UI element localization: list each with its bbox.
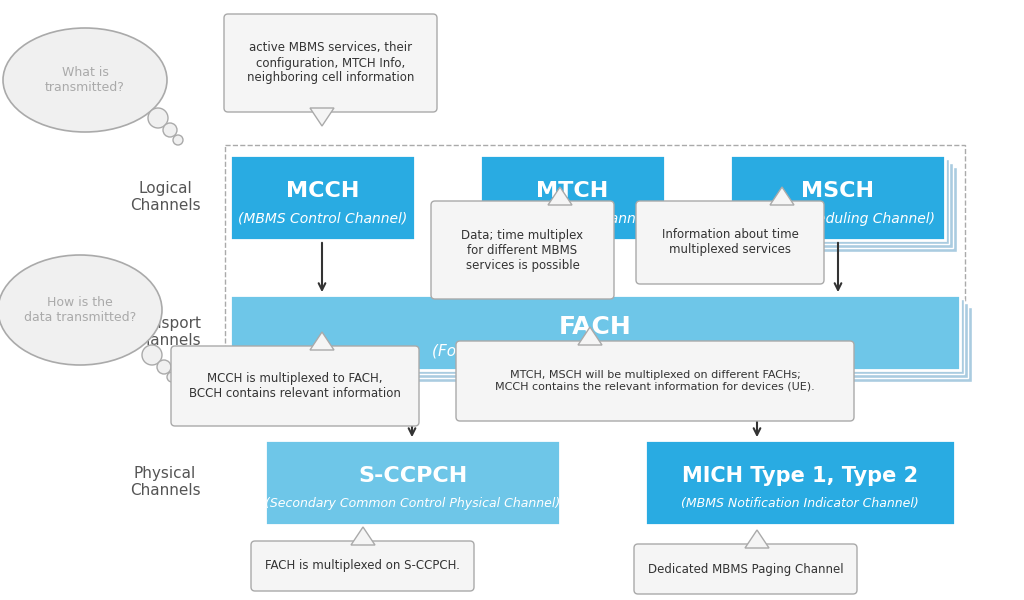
FancyBboxPatch shape xyxy=(251,541,474,591)
FancyBboxPatch shape xyxy=(234,299,964,374)
Text: active MBMS services, their
configuration, MTCH Info,
neighboring cell informati: active MBMS services, their configuratio… xyxy=(247,41,414,85)
Circle shape xyxy=(173,135,183,145)
Text: S-CCPCH: S-CCPCH xyxy=(357,466,467,486)
FancyBboxPatch shape xyxy=(634,544,857,594)
Text: Logical
Channels: Logical Channels xyxy=(130,181,201,213)
Text: MICH Type 1, Type 2: MICH Type 1, Type 2 xyxy=(682,466,919,486)
Circle shape xyxy=(148,108,168,128)
Polygon shape xyxy=(745,530,769,548)
Polygon shape xyxy=(548,187,572,205)
Text: What is
transmitted?: What is transmitted? xyxy=(45,66,125,94)
Polygon shape xyxy=(351,527,375,545)
Text: How is the
data transmitted?: How is the data transmitted? xyxy=(24,296,136,324)
FancyBboxPatch shape xyxy=(480,155,665,240)
FancyBboxPatch shape xyxy=(230,295,961,370)
Circle shape xyxy=(163,123,177,137)
Polygon shape xyxy=(770,187,794,205)
Text: (Forward Access Channel Control Channel): (Forward Access Channel Control Channel) xyxy=(432,344,759,359)
FancyBboxPatch shape xyxy=(636,201,824,284)
Circle shape xyxy=(167,372,177,382)
Text: (MBMS Notification Indicator Channel): (MBMS Notification Indicator Channel) xyxy=(681,497,919,510)
FancyBboxPatch shape xyxy=(431,201,614,299)
FancyBboxPatch shape xyxy=(238,303,968,378)
Text: (MBMS Control Channel): (MBMS Control Channel) xyxy=(238,212,408,226)
FancyBboxPatch shape xyxy=(742,167,957,252)
FancyBboxPatch shape xyxy=(738,163,953,248)
Text: FACH is multiplexed on S-CCPCH.: FACH is multiplexed on S-CCPCH. xyxy=(265,559,460,572)
Text: FACH: FACH xyxy=(559,314,632,338)
Text: (MBMS Scheduling Channel): (MBMS Scheduling Channel) xyxy=(740,212,935,226)
Text: Physical
Channels: Physical Channels xyxy=(130,466,201,498)
FancyBboxPatch shape xyxy=(730,155,945,240)
Polygon shape xyxy=(310,332,334,350)
Circle shape xyxy=(157,360,171,374)
FancyBboxPatch shape xyxy=(230,155,415,240)
Text: Information about time
multiplexed services: Information about time multiplexed servi… xyxy=(662,229,799,257)
FancyBboxPatch shape xyxy=(242,307,972,382)
Text: Transport
Channels: Transport Channels xyxy=(129,316,201,348)
Text: MTCH, MSCH will be multiplexed on different FACHs;
MCCH contains the relevant in: MTCH, MSCH will be multiplexed on differ… xyxy=(496,370,815,392)
Ellipse shape xyxy=(3,28,167,132)
FancyBboxPatch shape xyxy=(224,14,437,112)
Polygon shape xyxy=(578,327,602,345)
Text: (MBMS Traffic Channel): (MBMS Traffic Channel) xyxy=(492,212,653,226)
FancyBboxPatch shape xyxy=(456,341,854,421)
Polygon shape xyxy=(310,108,334,126)
Text: Data; time multiplex
for different MBMS
services is possible: Data; time multiplex for different MBMS … xyxy=(462,229,584,271)
Text: MCCH: MCCH xyxy=(286,181,359,200)
FancyBboxPatch shape xyxy=(171,346,419,426)
FancyBboxPatch shape xyxy=(734,159,949,244)
Text: Dedicated MBMS Paging Channel: Dedicated MBMS Paging Channel xyxy=(648,563,844,575)
Text: (Secondary Common Control Physical Channel): (Secondary Common Control Physical Chann… xyxy=(265,497,560,510)
FancyBboxPatch shape xyxy=(645,440,955,525)
Circle shape xyxy=(142,345,162,365)
Text: MCCH is multiplexed to FACH,
BCCH contains relevant information: MCCH is multiplexed to FACH, BCCH contai… xyxy=(189,372,401,400)
FancyBboxPatch shape xyxy=(265,440,560,525)
Ellipse shape xyxy=(0,255,162,365)
Text: MTCH: MTCH xyxy=(537,181,608,200)
Text: MSCH: MSCH xyxy=(801,181,874,200)
